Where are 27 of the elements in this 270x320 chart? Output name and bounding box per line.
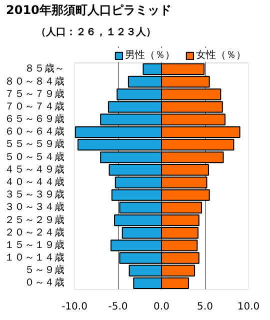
y-tick-label: ６０～６４歳	[4, 126, 64, 138]
y-tick-label: １０～１４歳	[4, 252, 64, 264]
y-tick-label: ６５～６９歳	[4, 113, 64, 126]
y-tick-label: ０～４歳	[24, 276, 64, 289]
chart-subtitle: （人口：２６，１２３人）	[36, 27, 156, 39]
x-tick-label: -5.0	[108, 302, 128, 312]
x-tick-label: 0.0	[154, 302, 170, 312]
y-tick-label: ２０～２４歳	[4, 226, 64, 238]
y-tick-label: ５０～５４歳	[4, 150, 64, 163]
y-tick-label: ４０～４４歳	[4, 176, 64, 188]
y-tick-label: ７０～７４歳	[4, 100, 64, 112]
legend-label: 男性（％）	[125, 48, 175, 62]
y-tick-label: ５５～５９歳	[4, 138, 64, 150]
y-tick-label: ２５～２９歳	[4, 214, 64, 226]
y-tick-label: ８５歳～	[24, 62, 64, 75]
y-tick-label: ８０～８４歳	[4, 75, 64, 88]
y-tick-label: ３５～３９歳	[4, 188, 64, 201]
legend-label: 女性（％）	[196, 48, 246, 62]
y-tick-label: ５～９歳	[24, 264, 64, 276]
y-tick-label: ４５～４９歳	[4, 163, 64, 176]
y-tick-label: ３０～３４歳	[4, 201, 64, 214]
x-tick-label: -10.0	[62, 302, 88, 312]
chart-title: 2010年那須町人口ピラミッド	[6, 3, 172, 17]
x-tick-label: 5.0	[197, 302, 213, 312]
y-tick-label: ７５～７９歳	[4, 88, 64, 100]
x-tick-label: 10.0	[237, 302, 260, 312]
y-tick-label: １５～１９歳	[4, 238, 64, 251]
